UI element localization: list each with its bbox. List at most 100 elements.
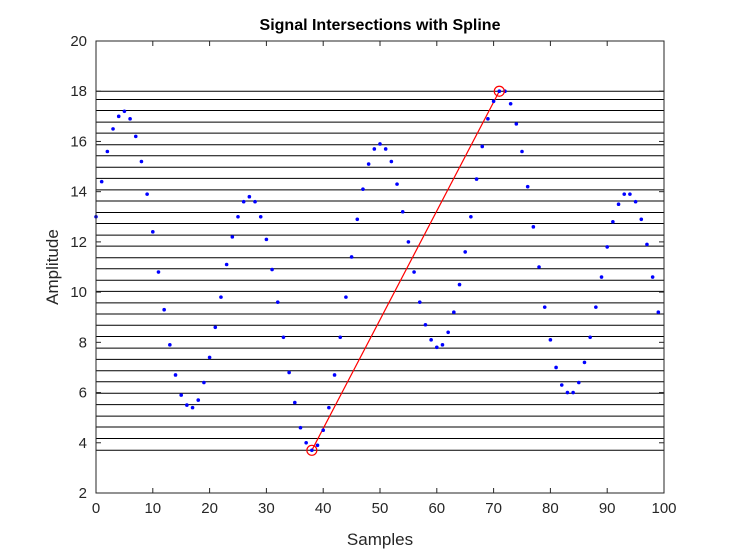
data-point (559, 383, 564, 387)
data-point (310, 448, 314, 453)
x-tick-label: 70 (485, 500, 502, 517)
x-axis-label: Samples (347, 530, 413, 549)
data-point (133, 134, 138, 139)
data-point (162, 307, 166, 312)
data-point (219, 295, 223, 299)
data-point (270, 267, 274, 272)
data-point (281, 335, 286, 340)
data-point (452, 310, 456, 315)
data-point (190, 405, 195, 410)
y-tick-label: 6 (79, 385, 87, 402)
data-point (383, 147, 388, 151)
data-point (417, 300, 422, 304)
data-point (497, 89, 502, 94)
data-point (196, 398, 201, 402)
x-tick-label: 40 (315, 500, 332, 517)
data-point (156, 270, 161, 274)
data-point (423, 322, 428, 327)
markers-layer (306, 85, 505, 456)
data-point (594, 305, 598, 309)
data-point (429, 338, 433, 342)
data-point (111, 127, 115, 131)
data-point (508, 101, 513, 106)
data-point (486, 117, 490, 121)
y-tick-label: 14 (70, 184, 87, 201)
data-point (321, 428, 326, 433)
data-point (645, 242, 649, 247)
data-point (293, 400, 297, 405)
data-point (99, 179, 104, 184)
y-tick-label: 18 (70, 83, 87, 100)
y-tick-label: 8 (79, 334, 87, 351)
data-point (491, 99, 496, 104)
x-tick-label: 80 (542, 500, 559, 517)
data-point (378, 142, 382, 146)
data-point (577, 380, 581, 385)
y-tick-label: 2 (79, 485, 87, 502)
data-point (145, 192, 149, 196)
data-point (202, 380, 206, 385)
data-point (275, 300, 280, 304)
data-point (173, 373, 178, 377)
data-point (315, 443, 320, 448)
data-point (571, 390, 575, 395)
data-point (207, 355, 212, 360)
data-point (605, 245, 609, 249)
data-point (122, 109, 127, 114)
data-point (287, 370, 291, 375)
x-tick-label: 90 (599, 500, 616, 517)
x-tick-label: 100 (651, 500, 676, 517)
data-point (463, 250, 468, 254)
data-point (168, 343, 172, 347)
data-point (582, 360, 587, 365)
data-point (565, 390, 570, 395)
y-tick-label: 16 (70, 133, 87, 150)
data-point (247, 194, 252, 199)
data-point (469, 214, 473, 219)
chart-title: Signal Intersections with Spline (260, 17, 501, 34)
y-axis-label: Amplitude (43, 229, 62, 305)
data-point (446, 330, 450, 335)
data-point (554, 365, 558, 370)
data-point (520, 149, 524, 154)
data-point (338, 335, 343, 340)
data-point (389, 159, 394, 164)
y-tick-label: 12 (70, 234, 87, 251)
x-tick-label: 0 (92, 500, 100, 517)
data-point (241, 199, 246, 204)
x-tick-label: 20 (201, 500, 218, 517)
data-point (139, 159, 144, 164)
intersection-marker (493, 85, 505, 97)
spline-layer (311, 90, 500, 451)
data-point (650, 275, 655, 279)
data-point (474, 177, 479, 181)
data-point (395, 182, 399, 186)
y-tick-label: 10 (70, 284, 87, 301)
data-point (185, 403, 189, 407)
data-point (230, 235, 235, 239)
x-tick-label: 30 (258, 500, 275, 517)
data-point (611, 220, 615, 224)
data-point (116, 114, 121, 119)
data-point (616, 202, 621, 207)
x-tick-label: 10 (144, 500, 161, 517)
data-point (480, 144, 485, 149)
y-axis-ticks: 2 4 6 8 10 12 14 16 18 20 (70, 33, 664, 502)
x-tick-label: 50 (372, 500, 389, 517)
data-point (457, 282, 462, 287)
y-tick-label: 4 (79, 435, 87, 452)
data-point (622, 192, 627, 196)
data-point (213, 325, 218, 330)
data-point (236, 214, 240, 219)
data-point (366, 162, 371, 166)
data-point (298, 425, 303, 430)
data-point (349, 255, 354, 259)
data-point (128, 117, 132, 121)
points-layer (94, 89, 661, 453)
hlines-layer (96, 90, 664, 451)
data-point (224, 262, 229, 267)
data-point (179, 393, 183, 397)
data-point (355, 217, 360, 222)
x-axis-ticks: 0 10 20 30 40 50 60 70 80 90 100 (92, 41, 677, 517)
